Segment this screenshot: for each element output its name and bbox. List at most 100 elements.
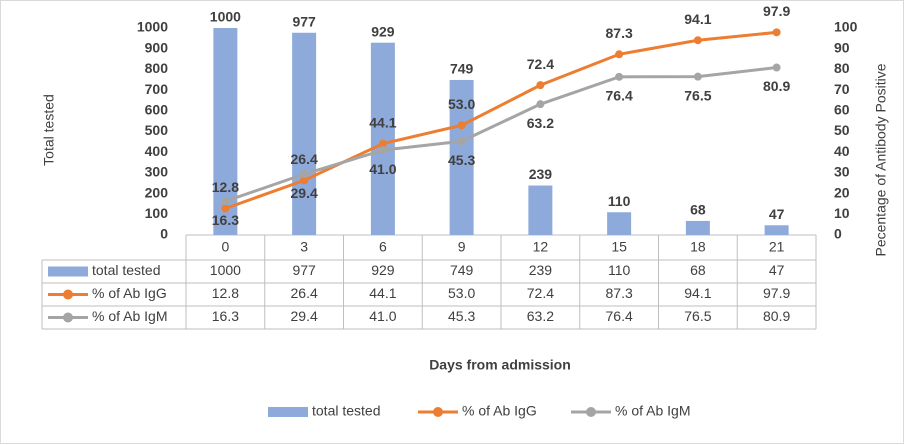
table-cell: 72.4 [527, 285, 554, 301]
data-label: 977 [292, 13, 316, 29]
line-point [300, 170, 309, 179]
bar [370, 42, 395, 236]
y2-tick-label: 10 [834, 205, 850, 221]
data-label: 53.0 [448, 96, 475, 112]
line-point [772, 63, 781, 72]
table-cell: 16.3 [212, 308, 239, 324]
data-label: 929 [371, 23, 395, 39]
data-label: 749 [450, 61, 474, 77]
y2-axis-title: Pecentage of Antibody Positive [873, 63, 889, 256]
table-cell: 749 [450, 262, 474, 278]
data-label: 1000 [210, 9, 241, 25]
legend-key [268, 407, 308, 417]
table-row-header: % of Ab IgG [92, 285, 167, 301]
line-point [221, 197, 230, 206]
line-point [693, 36, 702, 45]
table-cell: 41.0 [369, 308, 396, 324]
table-cell: 97.9 [763, 285, 790, 301]
table-cell: 239 [529, 262, 553, 278]
data-label: 45.3 [448, 152, 475, 168]
table-cell: 63.2 [527, 308, 554, 324]
x-tick-label: 12 [533, 239, 549, 255]
legend-key [433, 407, 443, 417]
x-tick-label: 15 [611, 239, 627, 255]
y-tick-label: 100 [145, 205, 169, 221]
line [224, 30, 777, 210]
line-point [615, 72, 624, 81]
table-legend-key [63, 312, 73, 323]
data-label: 239 [529, 166, 553, 182]
line-point [378, 139, 387, 148]
table-legend-key [63, 289, 73, 300]
y-tick-label: 800 [145, 60, 169, 76]
x-tick-label: 21 [769, 239, 785, 255]
x-axis-title: Days from admission [429, 357, 571, 373]
line-point [457, 137, 466, 146]
data-label: 80.9 [763, 78, 790, 94]
y2-tick-label: 20 [834, 184, 850, 200]
y2-tick-label: 0 [834, 226, 842, 242]
y2-tick-label: 40 [834, 143, 850, 159]
bar [449, 79, 474, 235]
table-cell: 977 [292, 262, 316, 278]
y-tick-label: 400 [145, 143, 169, 159]
table-cell: 76.4 [606, 308, 633, 324]
table-legend-key [48, 266, 88, 277]
x-tick-label: 3 [300, 239, 308, 255]
data-label: 44.1 [369, 114, 396, 130]
y2-tick-label: 80 [834, 60, 850, 76]
y-tick-label: 900 [145, 39, 169, 55]
bar [685, 220, 710, 235]
y-tick-label: 300 [145, 164, 169, 180]
line-point [221, 204, 230, 213]
bar [292, 32, 317, 235]
x-tick-label: 9 [458, 239, 466, 255]
y-tick-label: 700 [145, 81, 169, 97]
line [224, 66, 777, 203]
line-point [457, 121, 466, 130]
data-label: 68 [690, 202, 706, 218]
data-label: 16.3 [212, 212, 239, 228]
data-label: 12.8 [212, 179, 239, 195]
table-cell: 45.3 [448, 308, 475, 324]
line-point [536, 100, 545, 109]
y-tick-label: 0 [160, 226, 168, 242]
y2-tick-label: 90 [834, 39, 850, 55]
data-label: 87.3 [606, 25, 633, 41]
data-label: 76.4 [606, 88, 633, 104]
data-label: 110 [608, 193, 631, 209]
y2-tick-label: 30 [834, 164, 850, 180]
table-cell: 929 [371, 262, 395, 278]
y-tick-label: 200 [145, 184, 169, 200]
y2-tick-label: 50 [834, 122, 850, 138]
legend-label: % of Ab IgG [462, 403, 537, 419]
table-cell: 87.3 [606, 285, 633, 301]
bar [764, 225, 789, 235]
legend-label: total tested [312, 403, 381, 419]
data-label: 29.4 [291, 185, 318, 201]
table-cell: 80.9 [763, 308, 790, 324]
y-tick-label: 500 [145, 122, 169, 138]
table-cell: 53.0 [448, 285, 475, 301]
data-label: 76.5 [684, 87, 711, 103]
y-axis-title: Total tested [41, 94, 57, 166]
legend-key [586, 407, 596, 417]
x-tick-label: 6 [379, 239, 387, 255]
data-label: 63.2 [527, 115, 554, 131]
table-row-header: % of Ab IgM [92, 308, 167, 324]
data-label: 26.4 [291, 151, 318, 167]
legend-label: % of Ab IgM [615, 403, 690, 419]
line-point [300, 176, 309, 185]
y-tick-label: 1000 [137, 19, 168, 35]
y-tick-label: 600 [145, 102, 169, 118]
bar [528, 185, 553, 235]
table-cell: 1000 [210, 262, 241, 278]
line-point [378, 146, 387, 155]
table-cell: 94.1 [684, 285, 711, 301]
table-cell: 12.8 [212, 285, 239, 301]
data-label: 97.9 [763, 3, 790, 19]
table-cell: 44.1 [369, 285, 396, 301]
table-cell: 47 [769, 262, 785, 278]
table-cell: 76.5 [684, 308, 711, 324]
